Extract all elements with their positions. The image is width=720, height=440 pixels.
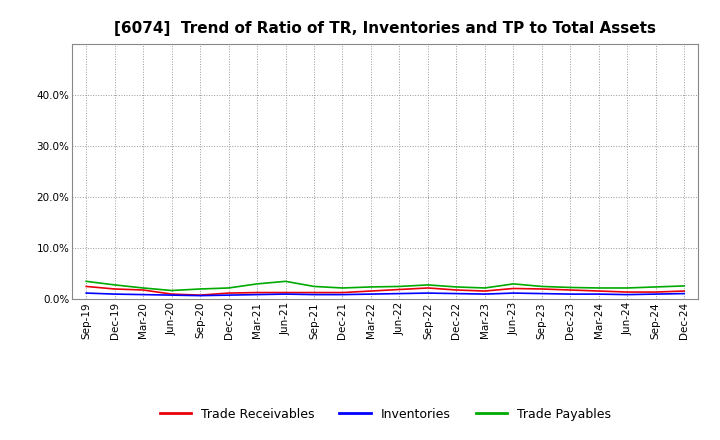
Trade Payables <box>452 284 461 290</box>
Inventories <box>509 290 518 296</box>
Inventories <box>480 291 489 297</box>
Inventories <box>310 292 318 297</box>
Trade Payables <box>423 282 432 288</box>
Line: Inventories: Inventories <box>86 293 684 296</box>
Inventories <box>82 290 91 296</box>
Trade Receivables <box>566 287 575 293</box>
Trade Payables <box>167 288 176 293</box>
Trade Payables <box>509 281 518 286</box>
Trade Receivables <box>423 285 432 290</box>
Trade Receivables <box>253 290 261 295</box>
Inventories <box>595 291 603 297</box>
Trade Receivables <box>623 290 631 295</box>
Trade Receivables <box>652 290 660 295</box>
Line: Trade Receivables: Trade Receivables <box>86 286 684 295</box>
Trade Payables <box>82 279 91 284</box>
Trade Payables <box>338 285 347 290</box>
Inventories <box>196 293 204 298</box>
Trade Payables <box>595 285 603 290</box>
Inventories <box>395 291 404 296</box>
Trade Receivables <box>167 291 176 297</box>
Trade Payables <box>395 284 404 289</box>
Inventories <box>537 291 546 296</box>
Trade Receivables <box>82 284 91 289</box>
Trade Receivables <box>225 290 233 296</box>
Trade Payables <box>196 286 204 292</box>
Inventories <box>623 292 631 297</box>
Trade Receivables <box>366 288 375 293</box>
Trade Payables <box>282 279 290 284</box>
Trade Payables <box>253 281 261 286</box>
Trade Payables <box>139 285 148 290</box>
Line: Trade Payables: Trade Payables <box>86 281 684 290</box>
Trade Receivables <box>680 288 688 293</box>
Trade Payables <box>652 284 660 290</box>
Trade Payables <box>480 285 489 290</box>
Trade Payables <box>566 285 575 290</box>
Trade Receivables <box>480 288 489 293</box>
Inventories <box>366 291 375 297</box>
Trade Receivables <box>338 290 347 295</box>
Trade Payables <box>537 284 546 289</box>
Inventories <box>167 293 176 298</box>
Inventories <box>225 293 233 298</box>
Trade Payables <box>680 283 688 289</box>
Trade Receivables <box>110 286 119 292</box>
Trade Receivables <box>509 286 518 291</box>
Trade Payables <box>366 284 375 290</box>
Title: [6074]  Trend of Ratio of TR, Inventories and TP to Total Assets: [6074] Trend of Ratio of TR, Inventories… <box>114 21 656 36</box>
Inventories <box>110 291 119 297</box>
Trade Payables <box>623 285 631 290</box>
Trade Receivables <box>139 287 148 293</box>
Inventories <box>652 291 660 297</box>
Trade Payables <box>225 285 233 290</box>
Inventories <box>680 291 688 296</box>
Inventories <box>139 292 148 297</box>
Inventories <box>282 291 290 297</box>
Inventories <box>423 290 432 296</box>
Trade Receivables <box>452 287 461 293</box>
Trade Payables <box>310 284 318 289</box>
Trade Receivables <box>595 288 603 293</box>
Trade Receivables <box>282 290 290 295</box>
Trade Receivables <box>310 290 318 295</box>
Trade Payables <box>110 282 119 288</box>
Inventories <box>338 292 347 297</box>
Trade Receivables <box>537 286 546 292</box>
Inventories <box>566 291 575 297</box>
Inventories <box>253 292 261 297</box>
Trade Receivables <box>196 293 204 298</box>
Inventories <box>452 291 461 296</box>
Legend: Trade Receivables, Inventories, Trade Payables: Trade Receivables, Inventories, Trade Pa… <box>155 403 616 425</box>
Trade Receivables <box>395 287 404 292</box>
